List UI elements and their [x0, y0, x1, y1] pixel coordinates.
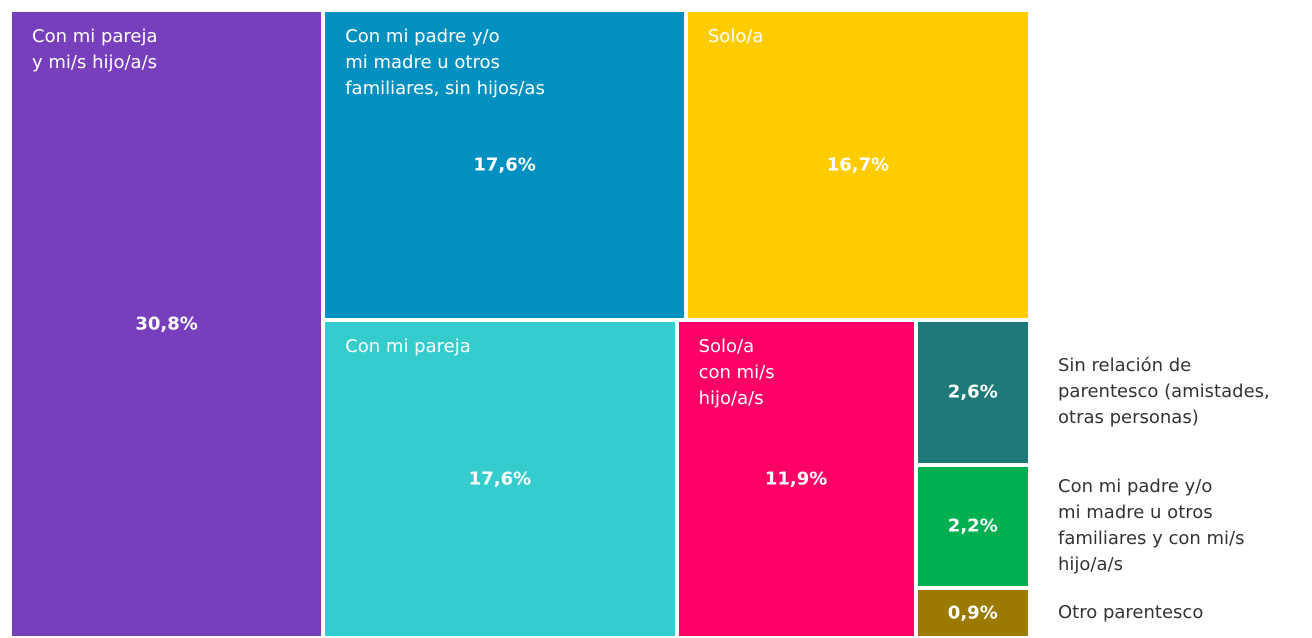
treemap-cell	[687, 12, 1028, 318]
treemap-cell	[12, 12, 322, 636]
cell-label: Solo/a	[707, 26, 764, 47]
cell-label: Con mi padre y/o mi madre u otros famili…	[345, 26, 545, 99]
cell-label: Con mi pareja y mi/s hijo/a/s	[32, 26, 158, 73]
side-label: Con mi padre y/o mi madre u otros famili…	[1058, 476, 1245, 576]
value-label: 11,9%	[764, 468, 828, 490]
cell-label: Solo/a con mi/s hijo/a/s	[698, 335, 775, 409]
value-label: 17,6%	[468, 468, 532, 490]
treemap-cell	[917, 321, 1028, 463]
cell-label: Con mi pareja	[345, 335, 471, 357]
treemap-cell	[325, 321, 675, 636]
value-label: 16,7%	[826, 154, 890, 176]
value-label: 30,8%	[135, 313, 198, 335]
value-label: 17,6%	[473, 154, 536, 176]
side-label: Otro parentesco	[1058, 601, 1204, 623]
value-label: 2,2%	[947, 515, 998, 537]
treemap-cell	[917, 589, 1028, 636]
value-label: 0,9%	[947, 602, 998, 624]
side-label: Sin relación de parentesco (amistades, o…	[1058, 355, 1270, 429]
treemap-cell	[325, 12, 684, 318]
treemap-cell	[917, 467, 1028, 586]
value-label: 2,6%	[947, 381, 998, 403]
treemap-cell	[678, 321, 914, 636]
